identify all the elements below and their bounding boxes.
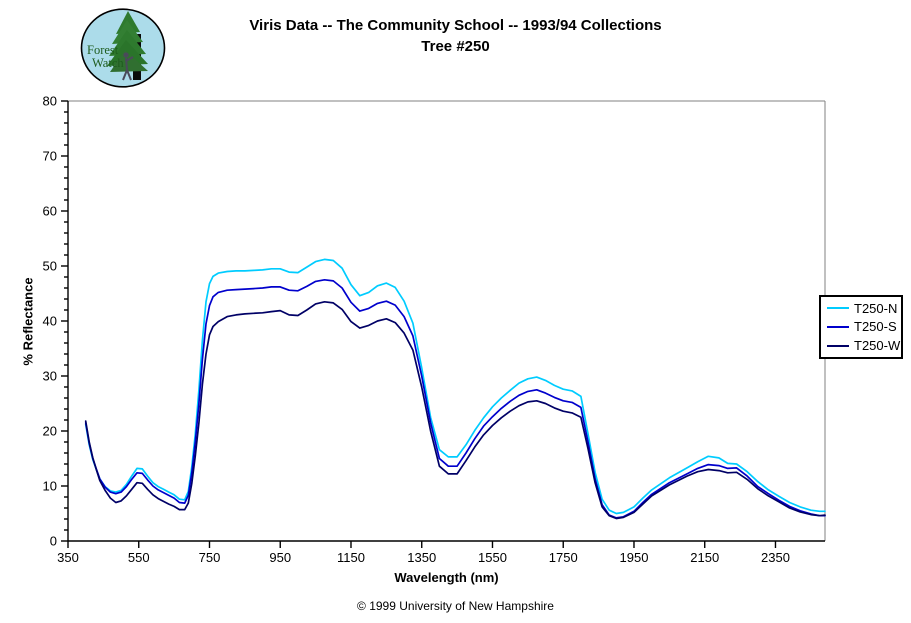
legend-label-t250-n: T250-N — [854, 300, 898, 316]
y-tick-label: 20 — [43, 424, 57, 439]
legend-swatch-t250-s — [827, 325, 849, 328]
x-axis-title: Wavelength (nm) — [394, 570, 499, 585]
y-tick-label: 0 — [50, 534, 57, 549]
x-tick-label: 1350 — [407, 550, 436, 565]
x-tick-label: 350 — [57, 550, 79, 565]
series-line-t250-w — [84, 300, 826, 520]
legend-swatch-t250-n — [827, 307, 849, 310]
series-line-t250-s — [84, 278, 826, 519]
x-tick-label: 750 — [199, 550, 221, 565]
logo-text-watch: Watch — [92, 56, 124, 70]
x-tick-label: 2150 — [690, 550, 719, 565]
series-line-t250-n — [84, 258, 826, 515]
legend-item-t250-n: T250-N — [821, 299, 901, 317]
y-tick-label: 10 — [43, 479, 57, 494]
legend-swatch-t250-w — [827, 344, 849, 347]
y-tick-label: 70 — [43, 149, 57, 164]
y-tick-label: 80 — [43, 94, 57, 109]
x-tick-label: 550 — [128, 550, 150, 565]
x-tick-label: 1150 — [337, 550, 365, 565]
chart-subtitle: Tree #250 — [421, 38, 490, 55]
x-tick-label: 1750 — [549, 550, 578, 565]
x-tick-label: 1950 — [620, 550, 649, 565]
chart-title: Viris Data -- The Community School -- 19… — [249, 17, 662, 34]
legend-item-t250-s: T250-S — [821, 318, 901, 336]
y-axis-title: % Reflectance — [20, 277, 36, 366]
y-tick-label: 40 — [43, 314, 57, 329]
y-tick-label: 30 — [43, 369, 57, 384]
x-tick-label: 950 — [269, 550, 291, 565]
header: Viris Data -- The Community School -- 19… — [0, 15, 911, 57]
legend-label-t250-w: T250-W — [854, 338, 901, 354]
legend-label-t250-s: T250-S — [854, 319, 897, 335]
legend-item-t250-w: T250-W — [821, 337, 901, 355]
tree-hugger-figure — [122, 52, 134, 81]
y-tick-label: 50 — [43, 259, 57, 274]
x-tick-label: 1550 — [478, 550, 507, 565]
logo-text-forest: Forest — [87, 43, 119, 57]
y-tick-label: 60 — [43, 204, 57, 219]
copyright-notice: © 1999 University of New Hampshire — [357, 599, 554, 613]
legend: T250-N T250-S T250-W — [819, 295, 903, 359]
forest-watch-logo: Forest Watch — [80, 8, 166, 88]
x-tick-label: 2350 — [761, 550, 790, 565]
